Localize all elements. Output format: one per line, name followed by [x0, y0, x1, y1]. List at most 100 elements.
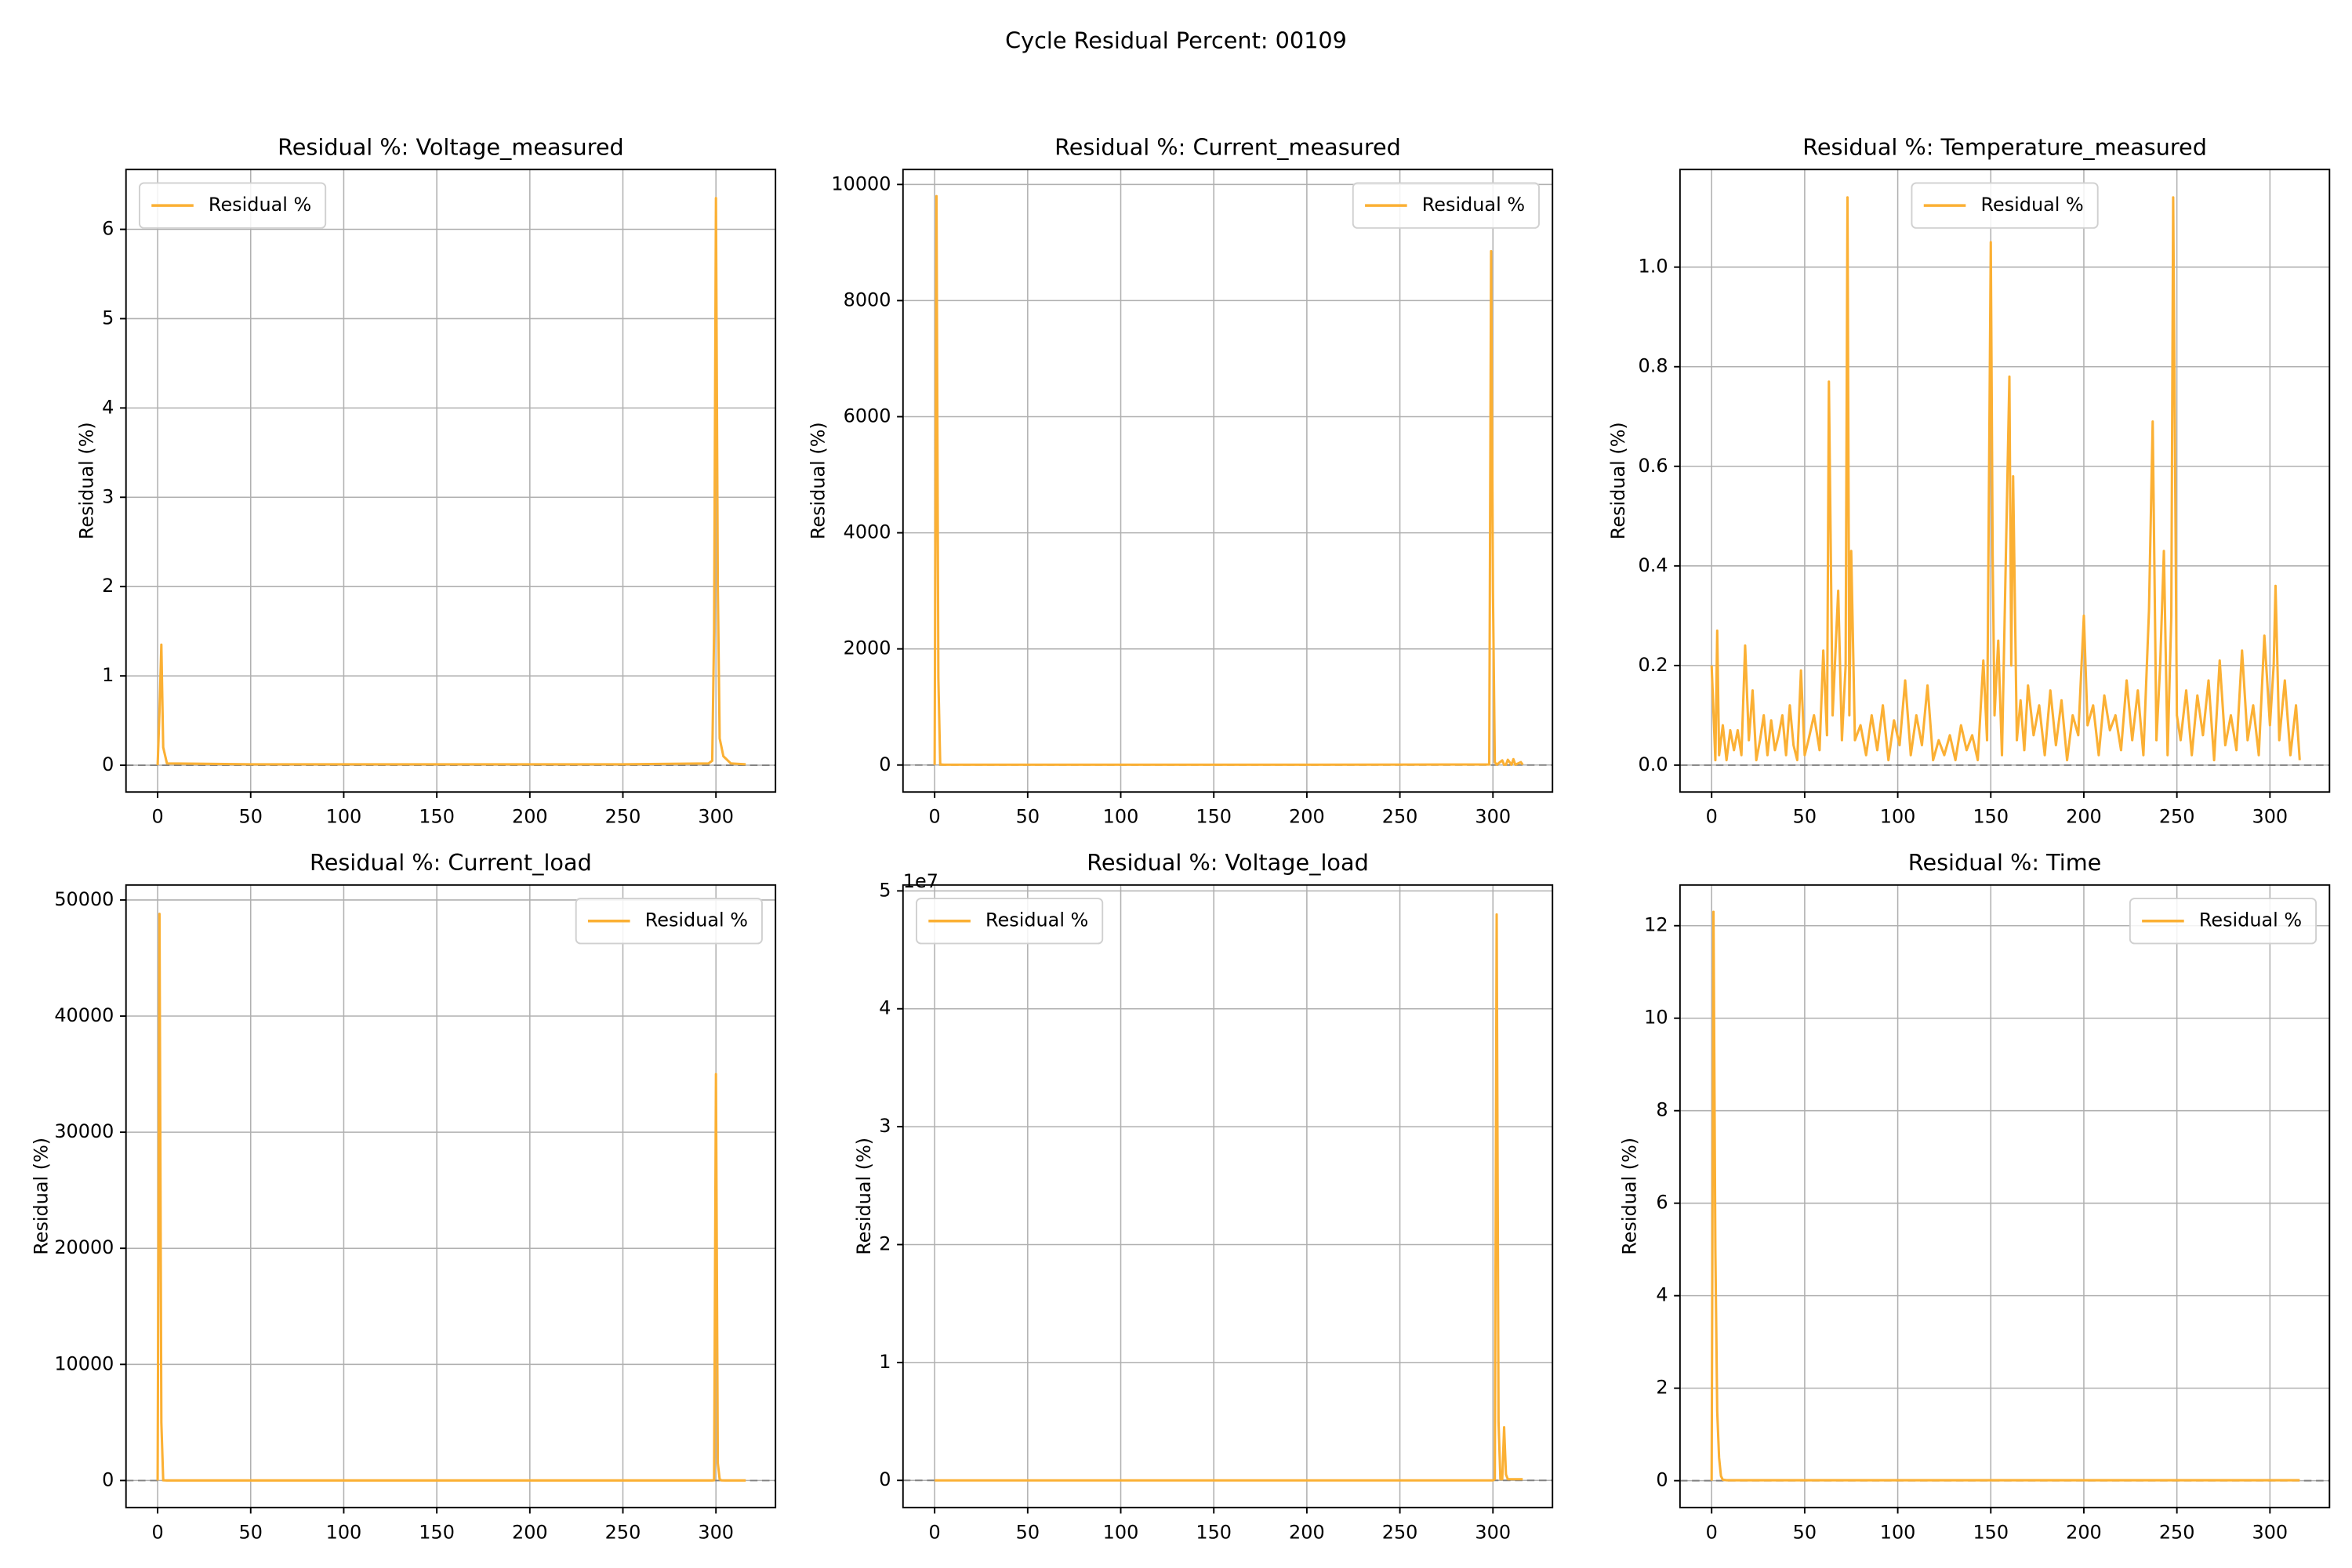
x-tick-label: 0 — [929, 1521, 941, 1543]
x-tick-label: 100 — [326, 806, 362, 828]
x-tick-label: 50 — [239, 1521, 263, 1543]
y-tick-label: 10000 — [831, 172, 891, 194]
legend-label: Residual % — [209, 194, 311, 216]
plot-area — [156, 197, 746, 766]
y-tick-label: 4000 — [844, 521, 891, 543]
x-tick-label: 250 — [1382, 1521, 1418, 1543]
legend: Residual % — [916, 898, 1104, 945]
x-tick-label: 300 — [698, 1521, 734, 1543]
legend-label: Residual % — [985, 909, 1088, 931]
axes-frame — [125, 884, 777, 1508]
x-tick-label: 200 — [1289, 1521, 1325, 1543]
x-tick-label: 100 — [1103, 1521, 1139, 1543]
y-tick-label: 4 — [102, 396, 114, 418]
y-axis-label: Residual (%) — [31, 1138, 53, 1255]
x-tick-label: 0 — [151, 1521, 163, 1543]
y-tick-label: 0.0 — [1639, 753, 1668, 775]
y-tick-label: 8 — [1656, 1099, 1668, 1121]
legend: Residual % — [1911, 182, 2099, 229]
plot-area — [1710, 196, 2301, 762]
y-tick-label: 0 — [879, 753, 891, 775]
y-tick-label: 0 — [102, 1468, 114, 1490]
y-tick-label: 2 — [102, 575, 114, 597]
axes-frame — [902, 169, 1554, 793]
subplot-title: Residual %: Current_load — [310, 849, 592, 876]
y-tick-label: 3 — [879, 1115, 891, 1137]
y-axis-label: Residual (%) — [853, 1138, 875, 1255]
y-axis-label: Residual (%) — [1607, 422, 1629, 539]
legend-label: Residual % — [2199, 909, 2302, 931]
axes-frame — [902, 884, 1554, 1508]
plot-area — [1710, 910, 2300, 1482]
x-tick-label: 100 — [1880, 1521, 1916, 1543]
y-tick-label: 1 — [879, 1351, 891, 1373]
legend-label: Residual % — [645, 909, 748, 931]
plot-area — [933, 194, 1524, 766]
subplot-title: Residual %: Temperature_measured — [1802, 133, 2207, 160]
y-tick-label: 30000 — [54, 1120, 114, 1142]
y-tick-label: 5 — [879, 879, 891, 901]
x-tick-label: 150 — [1973, 1521, 2009, 1543]
axes-frame — [1679, 169, 2331, 793]
x-tick-label: 100 — [1103, 806, 1139, 828]
legend-label: Residual % — [1980, 194, 2083, 216]
y-tick-label: 1 — [102, 664, 114, 686]
x-tick-label: 250 — [605, 806, 641, 828]
subplot: Residual %: Voltage_measured 0 1 2 3 4 5 6 0 50 10… — [76, 133, 777, 828]
subplot: Residual %: Temperature_measured 0.0 0.2 0.… — [1607, 133, 2331, 828]
x-tick-label: 150 — [419, 806, 455, 828]
legend: Residual % — [1352, 182, 1540, 229]
y-tick-label: 0 — [1656, 1469, 1668, 1491]
x-tick-label: 300 — [1475, 806, 1511, 828]
y-tick-label: 0.6 — [1639, 455, 1668, 477]
legend-box — [2129, 898, 2318, 945]
y-tick-label: 6 — [1656, 1192, 1668, 1214]
y-axis-label: Residual (%) — [808, 422, 829, 539]
subplot-title: Residual %: Time — [1908, 849, 2102, 876]
y-tick-label: 0 — [879, 1468, 891, 1490]
legend-label: Residual % — [1422, 194, 1525, 216]
data-line — [935, 913, 1523, 1482]
plot-area — [156, 913, 746, 1482]
y-tick-label: 4 — [879, 997, 891, 1019]
x-tick-label: 100 — [326, 1521, 362, 1543]
x-tick-label: 150 — [419, 1521, 455, 1543]
y-tick-label: 0.4 — [1639, 554, 1668, 576]
x-tick-label: 200 — [512, 1521, 548, 1543]
x-tick-label: 0 — [1706, 1521, 1718, 1543]
legend: Residual % — [575, 898, 763, 945]
y-tick-label: 6 — [102, 218, 114, 240]
x-tick-label: 250 — [2159, 1521, 2195, 1543]
x-tick-label: 50 — [1016, 1521, 1040, 1543]
y-tick-label: 1.0 — [1639, 256, 1668, 278]
legend-box — [1352, 182, 1540, 229]
y-axis-label: Residual (%) — [76, 422, 98, 539]
legend-box — [916, 898, 1104, 945]
subplot: Residual %: Current_measured020004000600… — [808, 133, 1554, 828]
x-tick-label: 200 — [2066, 1521, 2102, 1543]
x-tick-label: 150 — [1973, 806, 2009, 828]
legend-box — [138, 182, 327, 229]
data-line — [156, 197, 746, 766]
y-tick-label: 50000 — [54, 888, 114, 910]
axes-frame — [125, 169, 777, 793]
y-tick-label: 40000 — [54, 1004, 114, 1026]
x-tick-label: 0 — [929, 806, 941, 828]
x-tick-label: 50 — [1016, 806, 1040, 828]
y-tick-label: 6000 — [844, 405, 891, 426]
x-tick-label: 0 — [151, 806, 163, 828]
y-tick-label: 2 — [879, 1232, 891, 1254]
y-tick-label: 0.8 — [1639, 355, 1668, 377]
x-tick-label: 250 — [605, 1521, 641, 1543]
data-line — [1710, 910, 2300, 1482]
x-tick-label: 0 — [1706, 806, 1718, 828]
figure-title: Cycle Residual Percent: 00109 — [1005, 27, 1347, 54]
x-tick-label: 100 — [1880, 806, 1916, 828]
x-tick-label: 50 — [1793, 806, 1817, 828]
subplot-title: Residual %: Voltage_measured — [278, 133, 624, 160]
subplot-title: Residual %: Voltage_load — [1087, 849, 1369, 876]
legend-box — [1911, 182, 2099, 229]
x-tick-label: 50 — [239, 806, 263, 828]
x-tick-label: 300 — [2252, 806, 2288, 828]
